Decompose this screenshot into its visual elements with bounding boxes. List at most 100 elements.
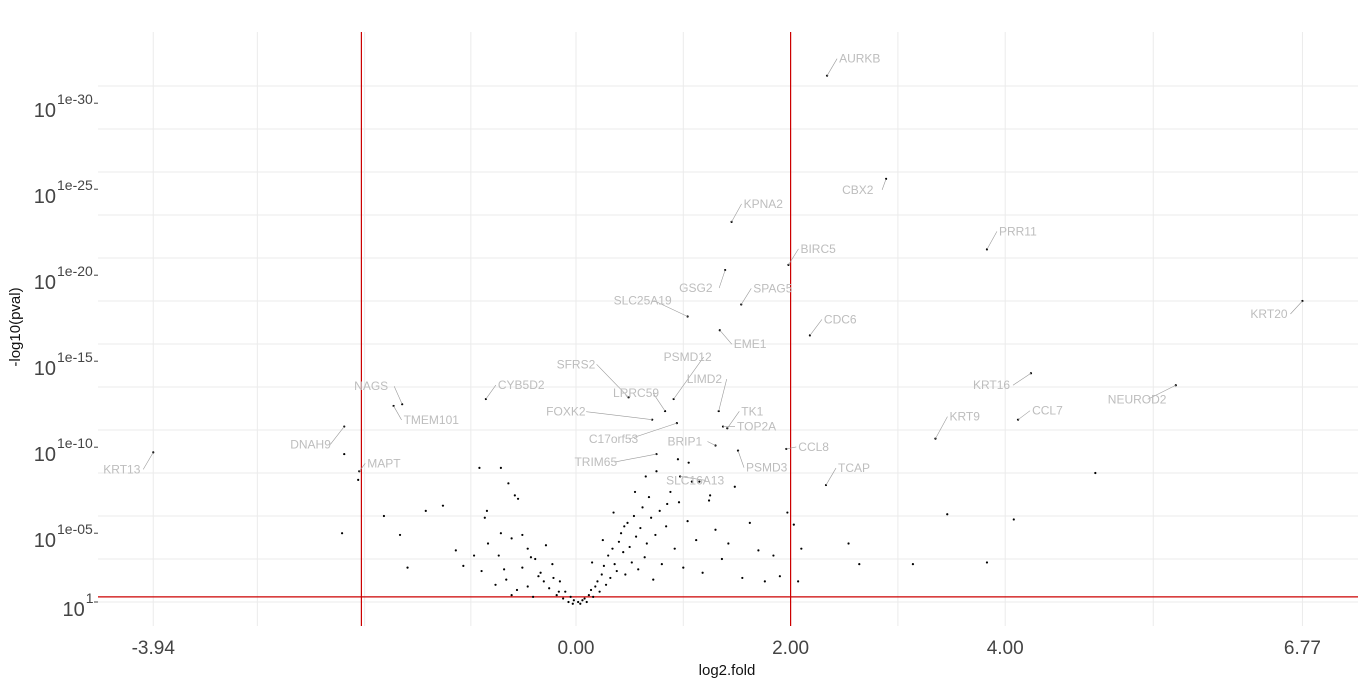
- gene-label: TK1: [741, 404, 763, 418]
- data-point: [534, 557, 537, 561]
- data-point: [698, 480, 701, 483]
- data-point: [486, 542, 490, 545]
- data-point: [676, 458, 680, 461]
- label-leader-line: [586, 411, 653, 420]
- x-axis-ticks: -3.94 0.00 2.00 4.00 6.77: [132, 638, 1321, 659]
- label-leader-line: [329, 426, 345, 445]
- data-point: [797, 580, 800, 583]
- data-point: [483, 516, 486, 519]
- y-tick-label: 101: [63, 590, 98, 621]
- data-point: [499, 466, 502, 469]
- data-point: [643, 556, 646, 559]
- gene-label: SLC25A19: [614, 293, 672, 307]
- data-point: [583, 597, 586, 600]
- data-point-labeled: [884, 177, 888, 180]
- data-point: [622, 551, 625, 554]
- gene-label: SFRS2: [557, 357, 596, 371]
- gene-label: LIMD2: [687, 372, 723, 386]
- data-points: [152, 74, 1304, 605]
- gene-label: KRT20: [1250, 307, 1287, 321]
- data-point: [644, 475, 647, 478]
- data-point: [600, 573, 603, 576]
- label-leader-line: [1017, 410, 1031, 420]
- data-point: [655, 470, 658, 473]
- y-tick-exponent: 1e-15: [57, 349, 93, 365]
- data-point: [472, 554, 476, 557]
- y-tick-exponent: 1e-05: [57, 521, 93, 537]
- label-leader-line: [740, 288, 752, 305]
- data-point: [564, 590, 567, 593]
- data-point: [630, 561, 633, 564]
- gene-label: PSMD3: [746, 461, 788, 475]
- data-point: [589, 588, 593, 592]
- data-point: [847, 542, 850, 545]
- data-point: [577, 600, 580, 604]
- data-point: [604, 583, 608, 586]
- x-tick-label: 0.00: [558, 638, 595, 659]
- data-point: [494, 583, 497, 586]
- data-point: [521, 566, 524, 569]
- data-point: [800, 547, 803, 550]
- gene-label: CBX2: [842, 183, 874, 197]
- data-point: [1012, 518, 1015, 521]
- data-point: [513, 494, 516, 497]
- y-tick-exponent: 1e-20: [57, 263, 93, 279]
- data-point: [406, 566, 409, 569]
- label-leader-line: [652, 392, 666, 412]
- data-point: [607, 554, 610, 557]
- label-leader-line: [986, 231, 998, 250]
- data-point: [551, 563, 554, 566]
- gene-label: BIRC5: [800, 242, 836, 256]
- data-point: [637, 568, 640, 571]
- data-point: [542, 580, 545, 583]
- label-leader-line: [737, 450, 745, 468]
- gene-label: KRT16: [973, 378, 1010, 392]
- label-leader-line: [718, 269, 726, 289]
- data-point: [581, 599, 584, 602]
- data-point: [641, 506, 644, 509]
- data-point: [658, 509, 661, 512]
- data-point: [579, 602, 582, 605]
- y-tick-exponent: 1e-25: [57, 177, 93, 193]
- data-point: [626, 521, 629, 524]
- data-point: [686, 520, 689, 523]
- data-point: [615, 569, 618, 573]
- data-point: [424, 509, 427, 512]
- data-point: [687, 461, 690, 464]
- data-point: [946, 513, 949, 516]
- gene-label: DNAH9: [290, 438, 331, 452]
- label-leader-line: [628, 422, 677, 440]
- gene-label: TOP2A: [737, 420, 776, 434]
- data-point: [480, 569, 483, 573]
- label-leader-line: [788, 248, 799, 266]
- gene-label: PSMD12: [664, 350, 712, 364]
- data-point: [682, 566, 685, 569]
- data-point: [510, 594, 513, 597]
- data-point: [639, 526, 642, 530]
- gene-label: KRT13: [103, 462, 140, 476]
- data-point: [707, 499, 711, 502]
- data-point: [340, 532, 344, 535]
- data-point: [666, 502, 669, 506]
- data-point-labeled: [675, 422, 678, 425]
- data-point: [772, 554, 775, 557]
- y-axis-title: -log10(pval): [7, 287, 24, 366]
- data-point: [701, 571, 704, 574]
- gene-label: SLC16A13: [666, 473, 724, 487]
- data-point: [647, 495, 651, 499]
- label-leader-line: [1012, 372, 1032, 386]
- gene-label: LRRC59: [613, 386, 659, 400]
- data-point: [633, 490, 637, 494]
- label-leader-line: [1290, 300, 1303, 315]
- gene-label: CYB5D2: [498, 378, 545, 392]
- data-point: [558, 580, 562, 583]
- y-tick-base: 10: [34, 358, 56, 380]
- gene-label: NEUROD2: [1108, 392, 1167, 406]
- data-point: [690, 480, 693, 483]
- data-point: [612, 511, 615, 514]
- y-tick-exponent: 1e-30: [57, 91, 93, 107]
- data-point: [985, 561, 989, 564]
- data-point: [669, 490, 672, 494]
